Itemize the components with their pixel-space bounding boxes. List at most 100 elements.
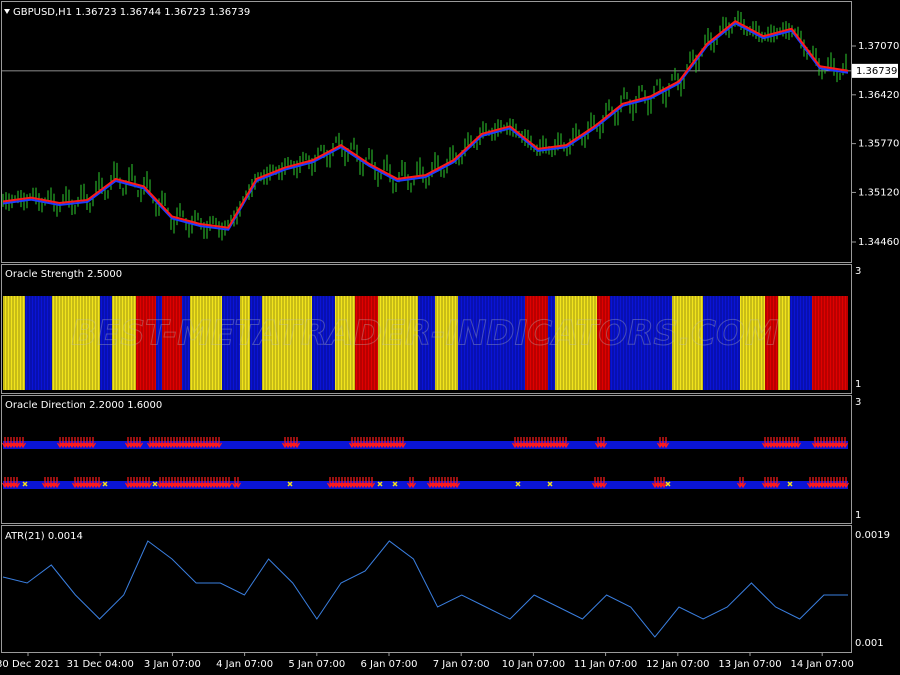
atr-tick-label: 0.001 <box>855 638 884 649</box>
price-tick-label: 1.35120 <box>858 187 899 198</box>
strength-axis-top: 3 <box>855 266 861 277</box>
direction-arrow <box>234 477 242 489</box>
symbol-title: GBPUSD,H1 1.36723 1.36744 1.36723 1.3673… <box>13 7 250 18</box>
strength-segment <box>52 296 100 390</box>
direction-arrow <box>53 477 61 489</box>
direction-arrow <box>773 477 781 489</box>
time-label: 5 Jan 07:00 <box>288 659 345 670</box>
direction-cross <box>102 481 108 487</box>
strength-segment <box>555 296 597 390</box>
direction-cross <box>547 481 553 487</box>
time-label: 31 Dec 04:00 <box>67 659 134 670</box>
direction-arrow <box>739 477 747 489</box>
strength-panel <box>1 264 852 394</box>
atr-tick-label: 0.0019 <box>855 530 890 541</box>
direction-label: Oracle Direction 2.2000 1.6000 <box>5 400 162 411</box>
time-label: 14 Jan 07:00 <box>791 659 854 670</box>
strength-segment <box>156 296 162 390</box>
direction-band <box>3 441 848 449</box>
strength-segment <box>262 296 312 390</box>
current-price-box <box>852 63 898 78</box>
strength-segment <box>355 296 378 390</box>
direction-arrow <box>89 437 97 449</box>
watermark: BEST-METATRADER-INDICATORS.COM <box>71 314 779 354</box>
direction-cross <box>287 481 293 487</box>
ma-blue <box>2 22 849 231</box>
direction-arrow <box>19 437 27 449</box>
direction-cross <box>392 481 398 487</box>
direction-arrow <box>794 437 802 449</box>
strength-axis-bottom: 1 <box>855 379 861 390</box>
strength-segment <box>136 296 156 390</box>
strength-segment <box>378 296 418 390</box>
direction-cross <box>665 481 671 487</box>
time-label: 6 Jan 07:00 <box>361 659 418 670</box>
direction-cross <box>787 481 793 487</box>
direction-arrow <box>293 437 301 449</box>
direction-cross <box>22 481 28 487</box>
strength-segment <box>525 296 548 390</box>
strength-segment <box>435 296 458 390</box>
direction-arrow <box>453 477 461 489</box>
direction-arrow <box>225 477 233 489</box>
time-label: 11 Jan 07:00 <box>574 659 637 670</box>
time-label: 12 Jan 07:00 <box>646 659 709 670</box>
direction-arrow <box>215 437 223 449</box>
strength-segment <box>458 296 525 390</box>
strength-segment <box>790 296 812 390</box>
time-label: 13 Jan 07:00 <box>718 659 781 670</box>
direction-arrow <box>660 477 668 489</box>
direction-arrow <box>842 477 850 489</box>
strength-segment <box>418 296 435 390</box>
strength-segment <box>812 296 848 390</box>
direction-arrow <box>662 437 670 449</box>
time-label: 3 Jan 07:00 <box>144 659 201 670</box>
price-tick-label: 1.36420 <box>858 90 899 101</box>
direction-band <box>3 481 848 489</box>
menu-triangle <box>4 9 10 14</box>
price-tick-label: 1.34460 <box>858 237 899 248</box>
direction-arrow <box>399 437 407 449</box>
strength-segment <box>765 296 778 390</box>
direction-arrow <box>600 437 608 449</box>
strength-segment <box>548 296 555 390</box>
strength-segment <box>610 296 672 390</box>
strength-label: Oracle Strength 2.5000 <box>5 269 122 280</box>
current-price-label: 1.36739 <box>856 66 897 77</box>
strength-segment <box>112 296 136 390</box>
strength-segment <box>597 296 610 390</box>
direction-arrow <box>13 477 21 489</box>
direction-arrow <box>368 477 376 489</box>
time-label: 4 Jan 07:00 <box>216 659 273 670</box>
direction-cross <box>377 481 383 487</box>
direction-cross <box>515 481 521 487</box>
strength-segment <box>162 296 182 390</box>
strength-segment <box>3 296 25 390</box>
ma-red <box>2 20 849 229</box>
price-panel <box>1 1 852 263</box>
strength-segment <box>312 296 335 390</box>
direction-arrow <box>95 477 103 489</box>
direction-axis-top: 3 <box>855 397 861 408</box>
atr-label: ATR(21) 0.0014 <box>5 531 83 542</box>
time-label: 7 Jan 07:00 <box>433 659 490 670</box>
atr-panel <box>1 525 852 653</box>
strength-segment <box>25 296 52 390</box>
strength-segment <box>703 296 740 390</box>
direction-arrow <box>562 437 570 449</box>
strength-segment <box>190 296 222 390</box>
strength-segment <box>240 296 250 390</box>
direction-arrow <box>600 477 608 489</box>
strength-segment <box>778 296 790 390</box>
direction-panel <box>1 395 852 524</box>
strength-segment <box>672 296 703 390</box>
direction-arrow <box>409 477 417 489</box>
direction-cross <box>152 481 158 487</box>
strength-segment <box>335 296 355 390</box>
price-tick-label: 1.35770 <box>858 139 899 150</box>
strength-segment <box>182 296 190 390</box>
direction-arrow <box>841 437 849 449</box>
strength-segment <box>740 296 765 390</box>
direction-arrow <box>136 437 144 449</box>
